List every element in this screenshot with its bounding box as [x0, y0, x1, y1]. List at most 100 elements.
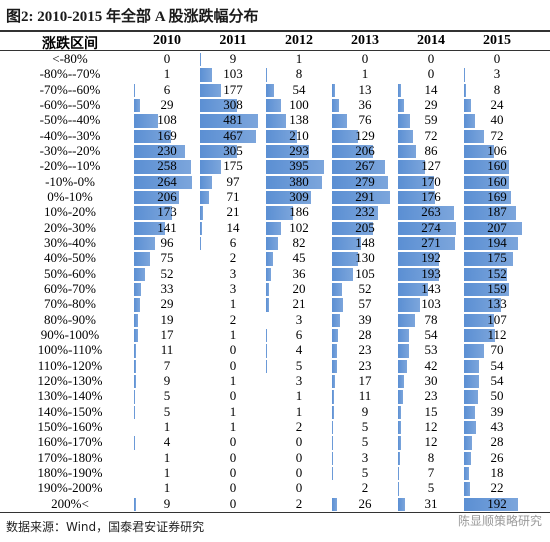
cell-value: 263 — [421, 204, 441, 220]
cell-value: 33 — [160, 280, 174, 296]
row-label: -70%--60% — [39, 81, 101, 97]
cell-value: 5 — [361, 464, 369, 480]
cell-value: 0 — [229, 480, 237, 496]
data-bar — [464, 359, 480, 373]
cell-value: 3 — [295, 311, 303, 327]
cell-value: 100 — [289, 96, 309, 112]
data-bar — [134, 160, 191, 174]
cell-value: 467 — [223, 127, 243, 143]
cell-value: 380 — [289, 173, 309, 189]
cell-value: 107 — [487, 311, 507, 327]
cell-value: 3 — [229, 265, 237, 281]
cell-value: 54 — [490, 372, 504, 388]
data-bar — [200, 221, 202, 235]
cell-value: 0 — [295, 434, 303, 450]
data-bar — [200, 175, 212, 189]
cell-value: 148 — [355, 234, 375, 250]
row-label: -80%--70% — [39, 66, 101, 82]
cell-value: 18 — [490, 464, 504, 480]
data-bar — [464, 405, 475, 419]
cell-value: 57 — [358, 296, 372, 312]
cell-value: 5 — [163, 403, 171, 419]
data-bar — [398, 390, 403, 404]
cell-value: 54 — [292, 81, 306, 97]
data-bar — [464, 466, 470, 481]
data-bar — [134, 114, 158, 128]
cell-value: 54 — [424, 326, 438, 342]
cell-value: 0 — [229, 388, 237, 404]
cell-value: 159 — [487, 280, 507, 296]
row-label: -40%--30% — [39, 127, 101, 143]
data-bar — [398, 420, 401, 435]
cell-value: 14 — [424, 81, 438, 97]
cell-value: 0 — [229, 449, 237, 465]
data-bar — [200, 190, 209, 205]
row-label: 140%-150% — [37, 403, 103, 419]
data-bar — [200, 98, 238, 113]
cell-value: 129 — [355, 127, 375, 143]
cell-value: 21 — [226, 204, 240, 220]
cell-value: 271 — [421, 234, 441, 250]
data-bar — [332, 252, 358, 266]
data-bar — [332, 359, 337, 373]
cell-value: 9 — [163, 372, 171, 388]
data-bar — [464, 344, 484, 358]
row-label: 10%-20% — [44, 204, 96, 220]
data-bar — [464, 451, 472, 465]
cell-value: 26 — [358, 495, 372, 511]
cell-value: 141 — [157, 219, 177, 235]
cell-value: 45 — [292, 250, 306, 266]
data-bar — [464, 68, 465, 82]
cell-value: 12 — [424, 418, 438, 434]
cell-value: 40 — [490, 112, 504, 128]
cell-value: 192 — [487, 495, 507, 511]
bottom-rule — [0, 512, 550, 513]
header-cell: 2015 — [483, 33, 511, 48]
cell-value: 1 — [229, 296, 237, 312]
data-bar — [464, 267, 507, 281]
row-label: -30%--20% — [39, 142, 101, 158]
row-label: 20%-30% — [44, 219, 96, 235]
cell-value: 1 — [361, 66, 369, 82]
row-label: 160%-170% — [37, 434, 103, 450]
data-bar — [398, 482, 400, 496]
cell-value: 133 — [487, 296, 507, 312]
cell-value: 9 — [361, 403, 369, 419]
data-bar — [200, 144, 237, 159]
cell-value: 54 — [490, 357, 504, 373]
data-bar — [398, 114, 411, 128]
data-bar — [464, 298, 502, 312]
data-bar — [332, 236, 362, 251]
cell-value: 78 — [424, 311, 438, 327]
data-bar — [332, 83, 335, 97]
data-bar — [398, 144, 417, 159]
cell-value: 2 — [295, 495, 303, 511]
cell-value: 53 — [424, 342, 438, 358]
cell-value: 103 — [421, 296, 441, 312]
cell-value: 8 — [295, 66, 303, 82]
data-bar — [464, 160, 509, 174]
data-bar — [134, 267, 146, 281]
data-bar — [332, 160, 386, 174]
cell-value: 5 — [295, 357, 303, 373]
data-bar — [398, 282, 429, 297]
data-bar — [134, 175, 192, 189]
data-bar — [398, 298, 420, 312]
data-bar — [266, 298, 270, 312]
data-bar — [134, 359, 136, 373]
cell-value: 0 — [427, 51, 435, 66]
data-bar — [134, 206, 172, 220]
data-bar — [332, 206, 379, 220]
cell-value: 0 — [295, 464, 303, 480]
row-label: 180%-190% — [37, 464, 103, 480]
data-bar — [200, 236, 201, 251]
cell-value: 2 — [361, 480, 369, 496]
cell-value: 97 — [226, 173, 240, 189]
row-label: 30%-40% — [44, 234, 96, 250]
data-bar — [464, 252, 514, 266]
cell-value: 4 — [163, 434, 171, 450]
data-bar — [332, 98, 340, 113]
cell-value: 28 — [490, 434, 504, 450]
data-bar — [464, 236, 519, 251]
